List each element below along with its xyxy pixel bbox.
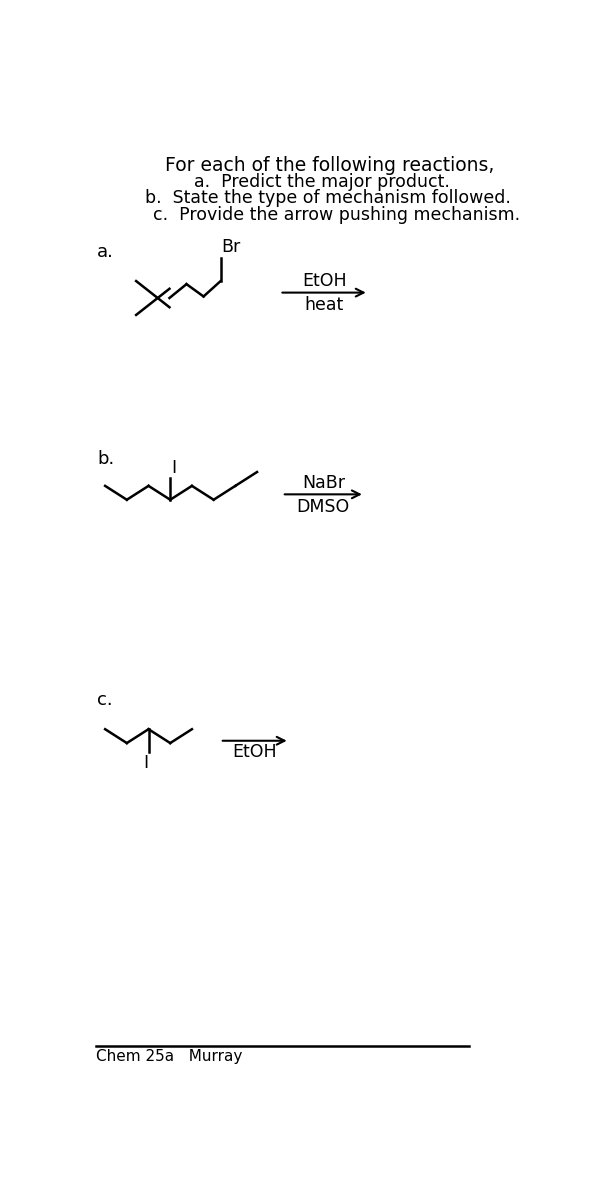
Text: EtOH: EtOH xyxy=(232,743,277,761)
Text: I: I xyxy=(171,458,176,476)
Text: heat: heat xyxy=(304,296,344,314)
Text: c.  Provide the arrow pushing mechanism.: c. Provide the arrow pushing mechanism. xyxy=(152,205,519,223)
Text: I: I xyxy=(143,754,148,772)
Text: NaBr: NaBr xyxy=(302,474,345,492)
Text: Br: Br xyxy=(221,239,241,257)
Text: DMSO: DMSO xyxy=(296,498,350,516)
Text: EtOH: EtOH xyxy=(302,272,346,290)
Text: a.: a. xyxy=(97,242,114,260)
Text: a.  Predict the major product.: a. Predict the major product. xyxy=(194,173,450,191)
Text: For each of the following reactions,: For each of the following reactions, xyxy=(165,156,495,174)
Text: b.  State the type of mechanism followed.: b. State the type of mechanism followed. xyxy=(145,190,511,208)
Text: Chem 25a   Murray: Chem 25a Murray xyxy=(96,1049,242,1063)
Text: c.: c. xyxy=(97,691,113,709)
Text: b.: b. xyxy=(97,450,114,468)
